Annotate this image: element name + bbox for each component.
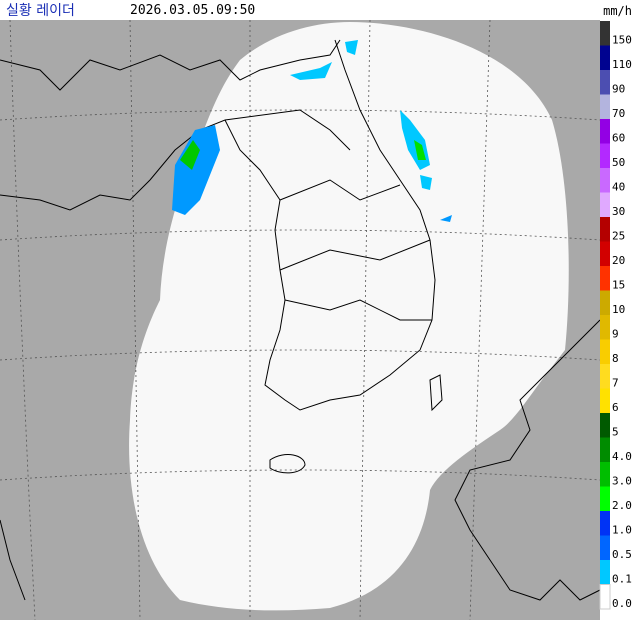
legend-label: 50 xyxy=(612,156,625,169)
legend-label: 110 xyxy=(612,58,632,71)
legend-label: 40 xyxy=(612,181,625,194)
legend-label: 60 xyxy=(612,132,625,145)
header-bar xyxy=(0,0,635,20)
timestamp: 2026.03.05.09:50 xyxy=(130,3,255,18)
legend-swatch xyxy=(600,94,610,119)
legend-label: 3.0 xyxy=(612,475,632,488)
legend-label: 6 xyxy=(612,401,619,414)
legend-swatch xyxy=(600,192,610,217)
legend-swatch xyxy=(600,511,610,536)
legend-swatch xyxy=(600,462,610,487)
legend-label: 15 xyxy=(612,279,625,292)
echo xyxy=(172,125,220,215)
legend-swatch xyxy=(600,21,610,46)
legend-label: 20 xyxy=(612,254,625,267)
legend: 150 110 90 70 60 50 40 30 25 20 15 10 9 8 7 6 5 4.0 3.0 2.0… xyxy=(599,21,632,610)
legend-label: 1.0 xyxy=(612,524,632,537)
legend-label: 9 xyxy=(612,328,619,341)
legend-swatch xyxy=(600,119,610,144)
legend-label: 70 xyxy=(612,107,625,120)
legend-label: 5 xyxy=(612,426,619,439)
legend-label: 90 xyxy=(612,83,625,96)
legend-swatch xyxy=(600,437,610,462)
coastlines xyxy=(0,39,601,601)
legend-label: 4.0 xyxy=(612,450,632,463)
legend-swatch xyxy=(600,560,610,585)
unit: mm/h xyxy=(603,4,632,18)
legend-swatch xyxy=(600,535,610,560)
legend-swatch xyxy=(600,266,610,291)
legend-swatch xyxy=(600,364,610,389)
radar-echoes xyxy=(172,40,452,222)
legend-label: 0.5 xyxy=(612,548,632,561)
legend-label: 7 xyxy=(612,377,619,390)
legend-label: 10 xyxy=(612,303,625,316)
legend-swatch xyxy=(599,584,611,610)
legend-swatch xyxy=(600,45,610,70)
echo xyxy=(420,175,432,190)
legend-swatch xyxy=(600,241,610,266)
legend-label: 30 xyxy=(612,205,625,218)
legend-swatch xyxy=(600,413,610,438)
legend-label: 0.1 xyxy=(612,573,632,586)
title: 실황 레이더 xyxy=(6,3,75,19)
legend-label: 2.0 xyxy=(612,499,632,512)
legend-label: 0.0 xyxy=(612,597,632,610)
legend-label: 150 xyxy=(612,34,632,47)
legend-swatch xyxy=(600,290,610,315)
legend-swatch xyxy=(600,168,610,193)
echo xyxy=(440,215,452,222)
echo xyxy=(345,40,358,55)
legend-swatch xyxy=(600,217,610,242)
legend-swatch xyxy=(600,143,610,168)
radar-coverage xyxy=(129,22,569,611)
legend-swatch xyxy=(600,339,610,364)
legend-swatch xyxy=(600,486,610,511)
legend-label: 25 xyxy=(612,230,625,243)
echo xyxy=(180,140,200,170)
echo xyxy=(290,62,332,80)
legend-swatch xyxy=(600,388,610,413)
legend-swatch xyxy=(600,315,610,340)
legend-label: 8 xyxy=(612,352,619,365)
legend-swatch xyxy=(600,70,610,95)
echo xyxy=(414,140,426,160)
